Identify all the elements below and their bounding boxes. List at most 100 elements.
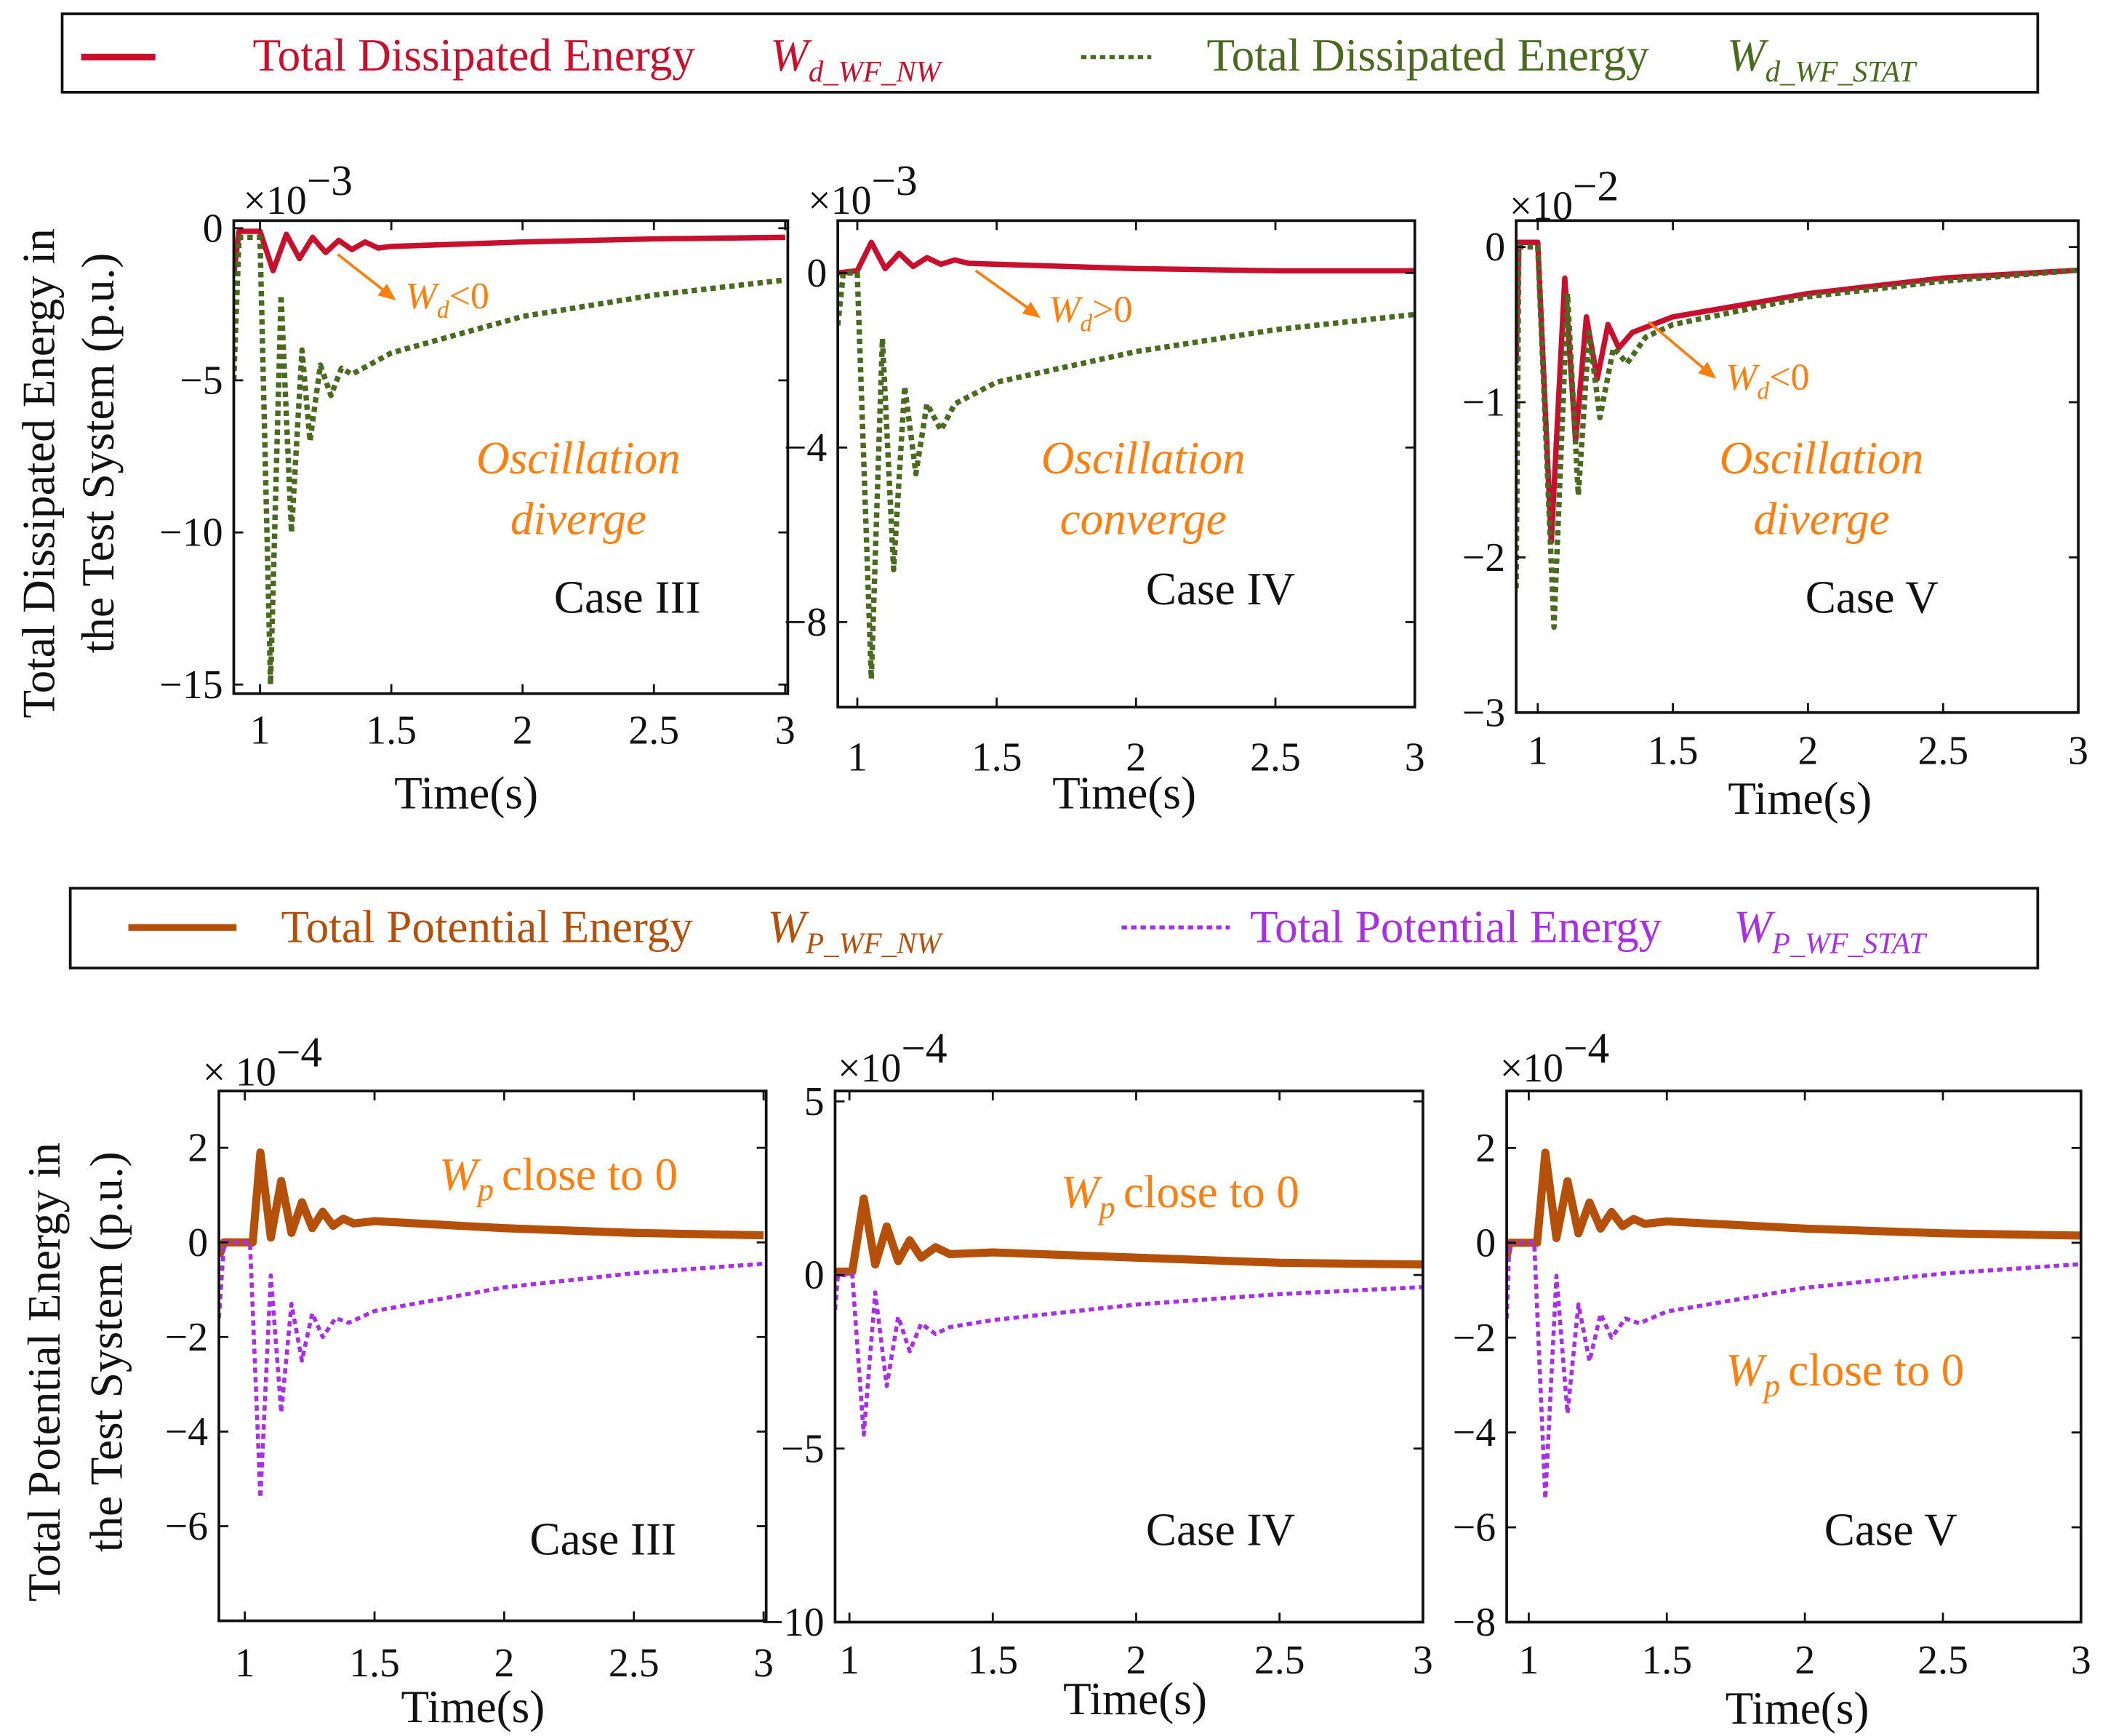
case-label: Case V — [1824, 1505, 1957, 1556]
y-tick-label: −6 — [165, 1504, 208, 1549]
y-tick-label: 2 — [188, 1126, 208, 1171]
plot-area — [1505, 1089, 2083, 1624]
y-tick-label: −1 — [1462, 380, 1505, 425]
y-tick-label: 0 — [1475, 1220, 1496, 1265]
x-tick-label: 2.5 — [1917, 1638, 1968, 1683]
ylabel-top-line1: Total Dissipated Energy in — [13, 228, 64, 718]
y-tick-label: −2 — [1462, 535, 1505, 580]
y-tick-label: −6 — [1453, 1505, 1496, 1551]
y-tick-label: 2 — [1475, 1126, 1496, 1171]
series-line-W_d_WF_NW — [838, 239, 1415, 276]
case-label: Case IV — [1146, 564, 1295, 615]
case-label: Case III — [554, 572, 701, 623]
y-tick-label: −4 — [1453, 1410, 1496, 1455]
chart-panel-5: 1 1.5 2 2.5 3 5 0 −5 −10 ×10−4 Time(s) Case IV Wp clo… — [761, 1024, 1432, 1724]
series-line-W_d_WF_STAT — [1516, 244, 2079, 631]
x-axis-label: Time(s) — [1726, 1683, 1869, 1734]
x-tick-label: 3 — [1405, 735, 1425, 780]
oscillation-annotation: Oscillation — [476, 433, 681, 484]
x-tick-label: 2.5 — [1254, 1638, 1305, 1683]
ylabel-bottom-line1: Total Potential Energy in — [19, 1143, 70, 1601]
oscillation-annotation: diverge — [510, 493, 646, 544]
plot-area — [232, 219, 790, 695]
y-tick-label: −2 — [165, 1315, 208, 1360]
series-line-W_d_WF_NW — [233, 228, 785, 275]
chart-panel-6: 1 1.5 2 2.5 3 2 0 −2 −4 −6 −8 ×10−4 Time(s) Case V Wp c… — [1453, 1024, 2091, 1734]
legend-bottom: Total Potential Energy WP_WF_NW Total Po… — [68, 887, 2040, 969]
plot-area — [836, 219, 1416, 709]
wd-annotation: Wd<0 — [406, 276, 489, 324]
legend-symbol-nw: Wd_WF_NW — [770, 30, 943, 88]
y-tick-label: 0 — [804, 1253, 825, 1298]
series-line-W_P_WF_STAT — [219, 1240, 764, 1500]
y-tick-label: −15 — [159, 663, 223, 708]
x-tick-label: 3 — [753, 1641, 774, 1686]
x-tick-label: 1.5 — [366, 708, 417, 753]
y-tick-label: 0 — [188, 1220, 208, 1265]
y-tick-label: −2 — [1453, 1316, 1496, 1361]
oscillation-annotation: Oscillation — [1041, 433, 1246, 484]
x-tick-label: 1 — [1518, 1638, 1539, 1683]
x-tick-label: 1 — [250, 708, 270, 753]
series-line-W_P_WF_NW — [835, 1194, 1423, 1280]
y-tick-label: 0 — [203, 206, 223, 251]
x-tick-label: 1.5 — [349, 1641, 400, 1686]
chart-panel-3: 1 1.5 2 2.5 3 0 −1 −2 −3 ×10−2 Time(s) Case V Oscill… — [1462, 161, 2088, 824]
x-tick-label: 2 — [1126, 1638, 1147, 1683]
ylabel-bottom-line2: the Test System (p.u.) — [81, 1151, 132, 1552]
series-line-W_P_WF_STAT — [1507, 1241, 2081, 1501]
oscillation-annotation: Oscillation — [1720, 433, 1924, 484]
annotation-arrow — [337, 253, 389, 295]
x-tick-label: 2.5 — [609, 1641, 660, 1686]
x-tick-label: 2 — [1795, 1638, 1815, 1683]
chart-panel-2: 1 1.5 2 2.5 3 0 −4 −8 ×10−3 Time(s) Case IV Oscilla… — [784, 156, 1425, 819]
wd-annotation: Wd>0 — [1049, 289, 1132, 337]
x-tick-label: 1.5 — [971, 735, 1022, 780]
plot-area — [833, 1089, 1424, 1624]
wp-annotation: Wp close to 0 — [439, 1149, 678, 1208]
y-tick-label: −10 — [159, 511, 223, 556]
legend-label-p-stat: Total Potential Energy — [1250, 902, 1662, 953]
x-axis-label: Time(s) — [401, 1681, 545, 1732]
axis-exponent: ×10−4 — [1500, 1024, 1609, 1091]
axis-exponent: × 10−4 — [203, 1028, 322, 1095]
y-tick-label: −3 — [1462, 690, 1505, 735]
x-axis-label: Time(s) — [1052, 768, 1196, 819]
plot-area — [217, 1089, 768, 1623]
x-tick-label: 1 — [1528, 728, 1548, 773]
axis-exponent: ×10−2 — [1510, 161, 1619, 228]
oscillation-annotation: diverge — [1753, 493, 1889, 544]
annotation-arrow — [1647, 321, 1710, 373]
y-tick-label: −5 — [180, 359, 223, 404]
case-label: Case III — [529, 1514, 676, 1565]
x-tick-label: 1.5 — [967, 1638, 1018, 1683]
series-line-W_d_WF_STAT — [838, 270, 1415, 682]
legend-symbol-p-stat: WP_WF_STAT — [1734, 902, 1928, 960]
x-axis-label: Time(s) — [394, 768, 538, 819]
x-tick-label: 1.5 — [1641, 1638, 1692, 1683]
y-tick-label: −5 — [781, 1426, 824, 1471]
oscillation-annotation: converge — [1060, 493, 1227, 544]
x-tick-label: 3 — [2068, 728, 2088, 773]
wp-annotation: Wp close to 0 — [1061, 1167, 1299, 1225]
x-tick-label: 1 — [847, 735, 867, 780]
chart-panel-1: 1 1.5 2 2.5 3 0 −5 −10 −15 ×10−3 Time(s) Case III Os… — [159, 156, 795, 819]
arrow-head-icon — [377, 284, 396, 300]
x-tick-label: 3 — [2071, 1638, 2091, 1683]
x-tick-label: 3 — [775, 708, 795, 753]
x-axis-label: Time(s) — [1063, 1673, 1207, 1724]
y-tick-label: −8 — [784, 600, 827, 645]
series-line-W_P_WF_NW — [219, 1148, 764, 1258]
x-tick-label: 2 — [513, 708, 533, 753]
y-tick-label: 5 — [804, 1079, 825, 1124]
x-tick-label: 2 — [494, 1641, 514, 1686]
x-tick-label: 1.5 — [1648, 728, 1699, 773]
legend-symbol-p-nw: WP_WF_NW — [768, 902, 945, 960]
case-label: Case V — [1806, 572, 1939, 623]
x-tick-label: 2 — [1798, 728, 1819, 773]
y-tick-label: −4 — [165, 1409, 208, 1455]
arrow-head-icon — [1698, 361, 1717, 379]
legend-label-stat: Total Dissipated Energy — [1206, 30, 1649, 81]
y-tick-label: −10 — [761, 1600, 824, 1645]
